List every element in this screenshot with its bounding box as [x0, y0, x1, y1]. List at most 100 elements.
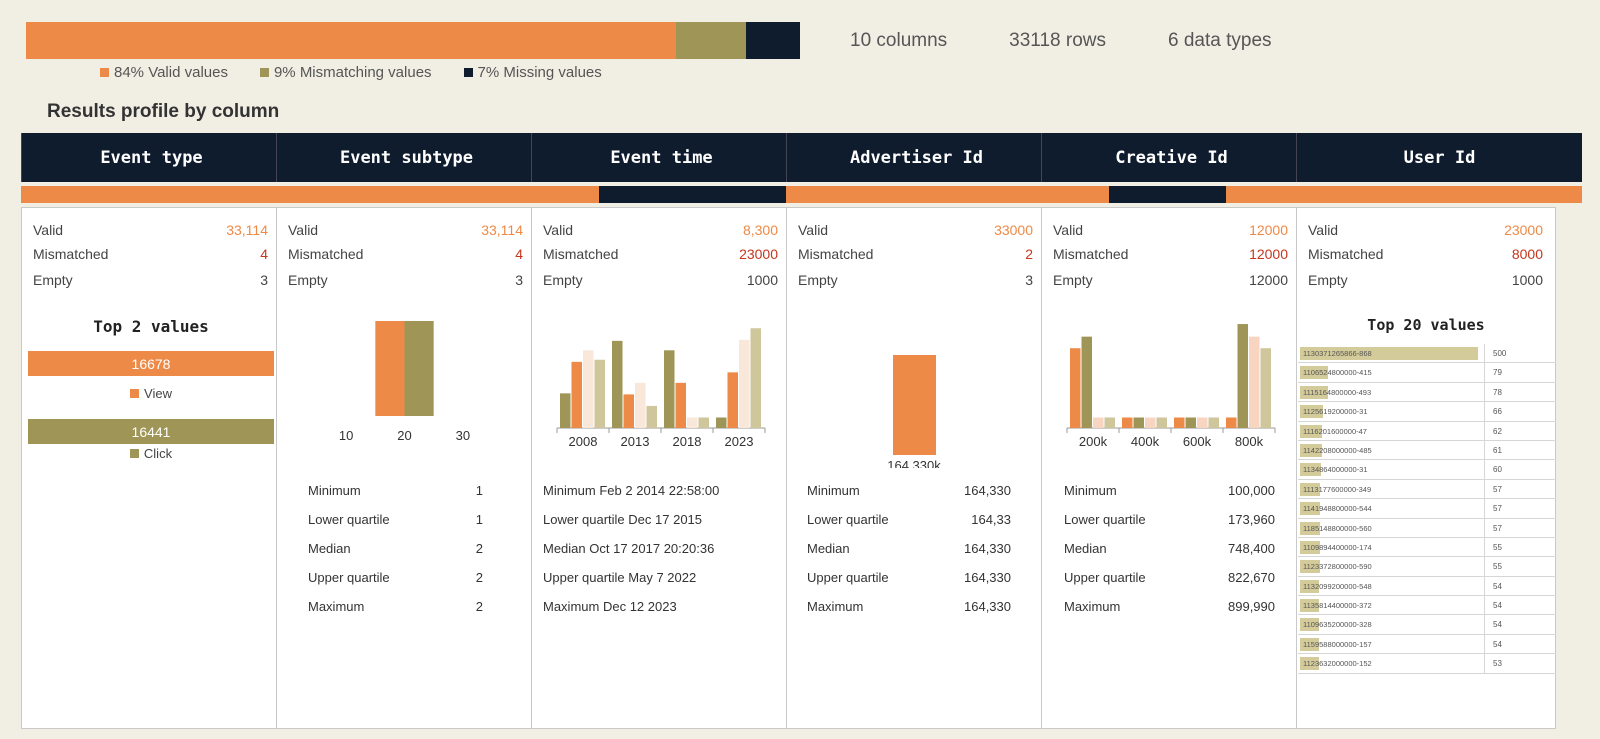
- top-value-row[interactable]: 1123632000000-152 53: [1298, 654, 1556, 674]
- top-value-bar: [1300, 521, 1321, 535]
- top-value-bar[interactable]: 16678: [28, 351, 274, 376]
- x-tick-label: 400k: [1131, 434, 1160, 449]
- top-value-id: 1109635200000-328: [1303, 620, 1372, 630]
- histogram-creative-id: 200k 400k 600k 800k: [1066, 324, 1276, 449]
- top-value-row[interactable]: 1159588000000-157 54: [1298, 634, 1556, 655]
- column-profile-table: Event type Valid 33,114 Mismatched 4 Empty…: [21, 133, 1582, 729]
- valid-label: Valid: [33, 222, 64, 238]
- column-card: Valid 33000 Mismatched 2 Empty 3 164.330k M…: [786, 207, 1046, 729]
- stat-value: 2: [475, 599, 483, 614]
- empty-count: 3: [515, 272, 523, 288]
- column-creative-id[interactable]: Creative Id Valid 12000 Mismatched 12000 E…: [1041, 133, 1301, 729]
- stat-label: Lower quartile: [308, 512, 390, 527]
- top-value-count: 54: [1484, 576, 1502, 596]
- histogram-bar: [1081, 336, 1092, 428]
- column-header[interactable]: Creative Id: [1041, 133, 1301, 182]
- top-value-row[interactable]: 1123372800000-590 55: [1298, 557, 1556, 577]
- column-user-id[interactable]: User Id Valid 23000 Mismatched 8000 Empty 1…: [1296, 133, 1582, 729]
- x-tick-label: 30: [456, 428, 470, 443]
- mismatched-row: Mismatched 4: [288, 246, 523, 262]
- column-header[interactable]: Event type: [21, 133, 281, 182]
- stat-label: Minimum: [543, 483, 596, 498]
- top-value-row[interactable]: 1109635200000-328 54: [1298, 615, 1556, 635]
- valid-label: Valid: [543, 222, 574, 238]
- top-value-row[interactable]: 1134864000000-31 60: [1298, 460, 1556, 480]
- top-value-row[interactable]: 1106524800000-415 79: [1298, 363, 1556, 383]
- column-event-time[interactable]: Event time Valid 8,300 Mismatched 23000 Em…: [531, 133, 791, 729]
- stat-label: Maximum: [807, 599, 864, 614]
- top-value-bar: [1300, 540, 1320, 554]
- column-header[interactable]: Advertiser Id: [786, 133, 1046, 182]
- value-swatch: [130, 389, 140, 398]
- top-value-row[interactable]: 1142208000000-485 61: [1298, 440, 1556, 461]
- x-tick-label: 800k: [1235, 434, 1264, 449]
- top-value-bar[interactable]: 16441: [28, 419, 274, 444]
- top-value-id: 1123372800000-590: [1303, 562, 1372, 572]
- top-value-bar: [1300, 443, 1322, 457]
- stat-median: Median Oct 17 2017 20:20:36: [543, 541, 714, 556]
- histogram-bar: [375, 321, 405, 416]
- top-value-bar: [1300, 424, 1323, 438]
- column-card: Valid 8,300 Mismatched 23000 Empty 1000 200…: [531, 207, 791, 729]
- histogram-bar: [404, 321, 434, 416]
- top-value-row[interactable]: 1132099200000-548 54: [1298, 576, 1556, 597]
- histogram-bar: [1093, 417, 1104, 428]
- valid-label: Valid: [1053, 222, 1084, 238]
- column-header[interactable]: Event subtype: [276, 133, 536, 182]
- empty-row: Empty 12000: [1053, 272, 1288, 288]
- legend-missing-swatch: [463, 68, 473, 77]
- top-value-name: View: [144, 386, 172, 401]
- legend-mismatching-label: 9% Mismatching values: [273, 64, 432, 81]
- stat-value: Dec 12 2023: [602, 599, 677, 614]
- mismatched-count: 12000: [1249, 246, 1288, 262]
- top-value-row[interactable]: 1130371265866-868 500: [1298, 344, 1556, 364]
- histogram-bar: [1145, 417, 1156, 428]
- mismatched-label: Mismatched: [543, 246, 619, 262]
- top-value-row[interactable]: 1141948800000-544 57: [1298, 499, 1556, 519]
- column-quality-bar: [531, 186, 791, 203]
- top-value-name: Click: [143, 446, 173, 461]
- top-value-row[interactable]: 1125619200000-31 66: [1298, 402, 1556, 422]
- column-header[interactable]: User Id: [1296, 133, 1582, 182]
- stat-value: 2: [475, 541, 483, 556]
- stat-label: Median: [543, 541, 586, 556]
- top-value-bar: [1300, 599, 1320, 613]
- stat-value: 173,960: [1228, 512, 1275, 527]
- stat-median: Median 2: [308, 541, 483, 556]
- column-header[interactable]: Event time: [531, 133, 791, 182]
- top-value-row[interactable]: 1109894400000-174 55: [1298, 537, 1556, 558]
- top-value-row[interactable]: 1113177600000-349 57: [1298, 479, 1556, 500]
- valid-row: Valid 23000: [1308, 222, 1543, 238]
- histogram-bar: [675, 382, 686, 428]
- top-value-id: 1116201600000-47: [1303, 426, 1367, 436]
- stat-label: Upper quartile: [1064, 570, 1146, 585]
- x-tick-label: 200k: [1079, 434, 1108, 449]
- stat-maximum: Maximum Dec 12 2023: [543, 599, 677, 614]
- top-value-row[interactable]: 1135814400000-372 54: [1298, 596, 1556, 616]
- empty-row: Empty 3: [288, 272, 523, 288]
- stat-label: Maximum: [543, 599, 600, 614]
- legend-valid-swatch: [100, 68, 109, 77]
- stat-value: 164,330: [964, 599, 1011, 614]
- histogram-advertiser-id: 164.330k: [887, 355, 941, 468]
- x-tick-label: 20: [397, 428, 411, 443]
- top-value-row[interactable]: 1115164800000-493 78: [1298, 382, 1556, 403]
- empty-count: 3: [1025, 272, 1033, 288]
- summary-seg-missing: [745, 22, 800, 59]
- top-value-count: 79: [1484, 363, 1502, 382]
- top-value-count: 57: [1484, 479, 1502, 499]
- histogram-bar: [1260, 348, 1271, 428]
- top-value-id: 1142208000000-485: [1303, 445, 1372, 455]
- quality-valid-seg: [21, 186, 281, 203]
- top-value-row[interactable]: 1185148800000-560 57: [1298, 518, 1556, 538]
- column-advertiser-id[interactable]: Advertiser Id Valid 33000 Mismatched 2 Emp…: [786, 133, 1046, 729]
- histogram-bar: [583, 350, 594, 428]
- mismatched-count: 4: [260, 246, 268, 262]
- column-event-type[interactable]: Event type Valid 33,114 Mismatched 4 Empty…: [21, 133, 281, 729]
- top-value-row[interactable]: 1116201600000-47 62: [1298, 421, 1556, 441]
- stat-value: 100,000: [1228, 483, 1275, 498]
- column-event-subtype[interactable]: Event subtype Valid 33,114 Mismatched 4 Em…: [276, 133, 536, 729]
- quality-valid-seg-2: [1225, 186, 1301, 203]
- histogram-bar: [646, 405, 657, 428]
- top-value-count: 500: [1484, 344, 1506, 363]
